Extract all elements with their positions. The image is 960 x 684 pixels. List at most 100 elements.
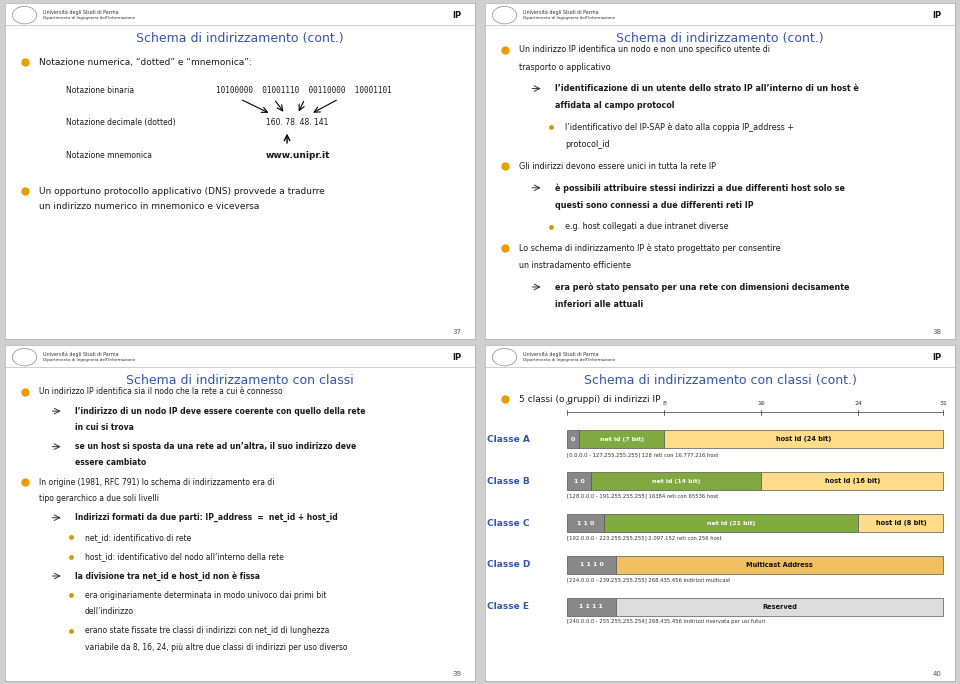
Text: 37: 37 — [452, 329, 461, 335]
Text: Notazione binaria: Notazione binaria — [66, 86, 134, 95]
Text: 24: 24 — [854, 401, 862, 406]
Text: IP: IP — [932, 11, 941, 20]
Bar — [567, 555, 615, 574]
Text: 10100000  01001110  00110000  10001101: 10100000 01001110 00110000 10001101 — [217, 86, 393, 95]
Bar — [567, 430, 579, 449]
Text: affidata al campo protocol: affidata al campo protocol — [555, 101, 675, 111]
Text: Schema di indirizzamento con classi: Schema di indirizzamento con classi — [126, 374, 354, 387]
Text: Schema di indirizzamento (cont.): Schema di indirizzamento (cont.) — [616, 32, 824, 45]
Text: Dipartimento di Ingegneria dell'Informazione: Dipartimento di Ingegneria dell'Informaz… — [43, 16, 135, 20]
Text: Un opportuno protocollo applicativo (DNS) provvede a tradurre: Un opportuno protocollo applicativo (DNS… — [38, 187, 324, 196]
Text: net id (14 bit): net id (14 bit) — [652, 479, 701, 484]
Text: 1 0: 1 0 — [574, 479, 585, 484]
Text: l’indirizzo di un nodo IP deve essere coerente con quello della rete: l’indirizzo di un nodo IP deve essere co… — [75, 406, 366, 416]
Text: in cui si trova: in cui si trova — [75, 423, 134, 432]
Text: [128.0.0.0 - 191.255.255.255] 16384 reti con 65536 host: [128.0.0.0 - 191.255.255.255] 16384 reti… — [567, 494, 718, 499]
Text: [240.0.0.0 - 255.255.255.254] 268.435.456 indirizzi riservata per usi futuri: [240.0.0.0 - 255.255.255.254] 268.435.45… — [567, 620, 765, 624]
Text: inferiori alle attuali: inferiori alle attuali — [555, 300, 643, 309]
Bar — [591, 472, 761, 490]
Text: 40: 40 — [932, 671, 941, 677]
Text: la divisione tra net_id e host_id non è fissa: la divisione tra net_id e host_id non è … — [75, 571, 260, 581]
Text: [224.0.0.0 - 239.255.255.255] 268.435.456 indirizzi multicast: [224.0.0.0 - 239.255.255.255] 268.435.45… — [567, 577, 731, 583]
Text: 5 classi (o gruppi) di indirizzi IP: 5 classi (o gruppi) di indirizzi IP — [518, 395, 660, 404]
Text: host id (24 bit): host id (24 bit) — [776, 436, 831, 443]
Text: questi sono connessi a due differenti reti IP: questi sono connessi a due differenti re… — [555, 200, 754, 210]
Text: Classe B: Classe B — [487, 477, 530, 486]
Text: 16: 16 — [757, 401, 765, 406]
Text: Università degli Studi di Parma: Università degli Studi di Parma — [43, 9, 119, 14]
Bar — [567, 514, 604, 532]
Text: protocol_id: protocol_id — [564, 140, 610, 149]
Text: trasporto o applicativo: trasporto o applicativo — [518, 63, 611, 72]
Text: Multicast Address: Multicast Address — [746, 562, 813, 568]
Text: 0: 0 — [571, 437, 575, 442]
Text: Reserved: Reserved — [762, 604, 797, 610]
Text: IP: IP — [452, 353, 461, 362]
Text: era originariamente determinata in modo univoco dai primi bit: era originariamente determinata in modo … — [84, 591, 326, 600]
Text: tipo gerarchico a due soli livelli: tipo gerarchico a due soli livelli — [38, 494, 158, 503]
Text: 38: 38 — [932, 329, 941, 335]
Bar — [858, 514, 944, 532]
Bar — [604, 514, 858, 532]
Text: host id (16 bit): host id (16 bit) — [825, 478, 880, 484]
Text: dell’indirizzo: dell’indirizzo — [84, 607, 133, 616]
Text: net id (21 bit): net id (21 bit) — [707, 521, 756, 525]
Text: host_id: identificativo del nodo all’interno della rete: host_id: identificativo del nodo all’int… — [84, 552, 283, 561]
Text: Notazione decimale (dotted): Notazione decimale (dotted) — [66, 118, 176, 127]
Text: Gli indirizzi devono essere unici in tutta la rete IP: Gli indirizzi devono essere unici in tut… — [518, 162, 715, 171]
Text: è possibili attribuire stessi indirizzi a due differenti host solo se: è possibili attribuire stessi indirizzi … — [555, 183, 846, 192]
Text: Notazione numerica, “dotted” e “mnemonica”:: Notazione numerica, “dotted” e “mnemonic… — [38, 57, 252, 66]
Text: 1 1 1 1: 1 1 1 1 — [580, 605, 603, 609]
Bar — [664, 430, 944, 449]
Text: Lo schema di indirizzamento IP è stato progettato per consentire: Lo schema di indirizzamento IP è stato p… — [518, 244, 780, 253]
Text: 160. 78. 48. 141: 160. 78. 48. 141 — [266, 118, 328, 127]
Text: Dipartimento di Ingegneria dell'Informazione: Dipartimento di Ingegneria dell'Informaz… — [43, 358, 135, 362]
Text: e.g. host collegati a due intranet diverse: e.g. host collegati a due intranet diver… — [564, 222, 729, 231]
Text: essere cambiato: essere cambiato — [75, 458, 147, 467]
Text: 1 1 1 0: 1 1 1 0 — [580, 562, 603, 568]
Text: www.unipr.it: www.unipr.it — [266, 151, 330, 161]
Text: Dipartimento di Ingegneria dell'Informazione: Dipartimento di Ingegneria dell'Informaz… — [523, 358, 615, 362]
Text: era però stato pensato per una rete con dimensioni decisamente: era però stato pensato per una rete con … — [555, 282, 850, 291]
Text: [192.0.0.0 - 223.255.255.255] 2.097.152 reti con 256 host: [192.0.0.0 - 223.255.255.255] 2.097.152 … — [567, 536, 722, 540]
Text: l’identificativo del IP-SAP è dato alla coppia IP_address +: l’identificativo del IP-SAP è dato alla … — [564, 122, 794, 132]
Text: se un host si sposta da una rete ad un’altra, il suo indirizzo deve: se un host si sposta da una rete ad un’a… — [75, 442, 356, 451]
Bar — [579, 430, 664, 449]
Text: Notazione mnemonica: Notazione mnemonica — [66, 151, 152, 161]
Text: Un indirizzo IP identifica un nodo e non uno specifico utente di: Un indirizzo IP identifica un nodo e non… — [518, 45, 770, 54]
Text: Un indirizzo IP identifica sia il nodo che la rete a cui è connesso: Un indirizzo IP identifica sia il nodo c… — [38, 387, 282, 396]
Text: host id (8 bit): host id (8 bit) — [876, 520, 926, 526]
Text: 39: 39 — [452, 671, 461, 677]
Text: l’identificazione di un utente dello strato IP all’interno di un host è: l’identificazione di un utente dello str… — [555, 84, 859, 93]
Text: 1 1 0: 1 1 0 — [577, 521, 594, 525]
Text: 0: 0 — [565, 401, 569, 406]
Text: net_id: identificativo di rete: net_id: identificativo di rete — [84, 533, 191, 542]
Text: 8: 8 — [662, 401, 666, 406]
Text: Indirizzi formati da due parti: IP_address  =  net_id + host_id: Indirizzi formati da due parti: IP_addre… — [75, 513, 338, 523]
Text: [0.0.0.0 - 127.255.255.255] 128 reti con 16.777.216 host: [0.0.0.0 - 127.255.255.255] 128 reti con… — [567, 452, 718, 457]
Text: Classe A: Classe A — [487, 435, 530, 444]
Bar — [615, 555, 944, 574]
Bar — [567, 472, 591, 490]
Text: IP: IP — [452, 11, 461, 20]
Text: Classe E: Classe E — [487, 603, 529, 611]
Text: net id (7 bit): net id (7 bit) — [600, 437, 644, 442]
Bar — [615, 598, 944, 616]
Text: un indirizzo numerico in mnemonico e viceversa: un indirizzo numerico in mnemonico e vic… — [38, 202, 259, 211]
Text: Classe D: Classe D — [487, 560, 531, 570]
Text: IP: IP — [932, 353, 941, 362]
Text: Università degli Studi di Parma: Università degli Studi di Parma — [43, 351, 119, 356]
Bar — [567, 598, 615, 616]
Text: erano state fissate tre classi di indirizzi con net_id di lunghezza: erano state fissate tre classi di indiri… — [84, 627, 329, 635]
Text: Università degli Studi di Parma: Università degli Studi di Parma — [523, 351, 599, 356]
Text: Università degli Studi di Parma: Università degli Studi di Parma — [523, 9, 599, 14]
Text: In origine (1981, RFC 791) lo schema di indirizzamento era di: In origine (1981, RFC 791) lo schema di … — [38, 477, 275, 486]
Text: Classe C: Classe C — [487, 518, 530, 527]
Text: Schema di indirizzamento con classi (cont.): Schema di indirizzamento con classi (con… — [584, 374, 856, 387]
Text: Dipartimento di Ingegneria dell'Informazione: Dipartimento di Ingegneria dell'Informaz… — [523, 16, 615, 20]
Text: variabile da 8, 16, 24, più altre due classi di indirizzi per uso diverso: variabile da 8, 16, 24, più altre due cl… — [84, 642, 348, 652]
Bar — [761, 472, 944, 490]
Text: un instradamento efficiente: un instradamento efficiente — [518, 261, 631, 270]
Text: 31: 31 — [940, 401, 948, 406]
Text: Schema di indirizzamento (cont.): Schema di indirizzamento (cont.) — [136, 32, 344, 45]
